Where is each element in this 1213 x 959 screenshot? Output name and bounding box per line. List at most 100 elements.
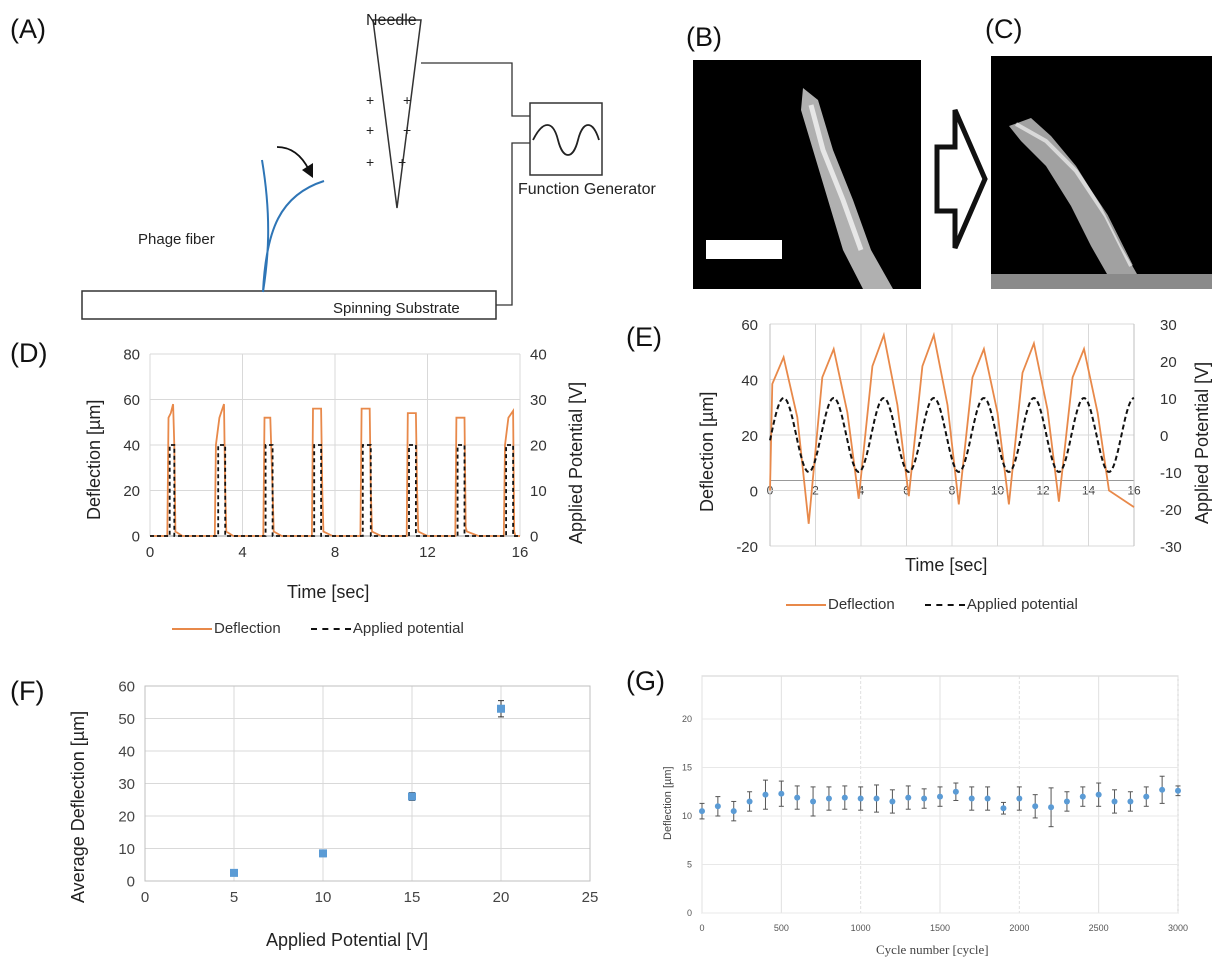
data-point (857, 795, 864, 802)
panel-label-g: (G) (626, 666, 665, 696)
legend-swatch-deflection (172, 628, 212, 631)
y-tick-label: 30 (118, 776, 135, 793)
y-tick-label: 50 (118, 711, 135, 728)
x-tick-label: 12 (419, 544, 436, 561)
x-tick-label: 0 (141, 889, 149, 906)
data-point (497, 704, 505, 713)
y2-tick-label: -10 (1160, 465, 1182, 482)
data-point (968, 795, 975, 802)
y-tick-label: 60 (118, 678, 135, 695)
chart-f-xlabel: Applied Potential [V] (266, 930, 429, 950)
data-point (1016, 795, 1023, 802)
data-point (746, 798, 753, 805)
needle (372, 19, 422, 209)
x-tick-label: 16 (512, 544, 529, 561)
data-point (1063, 798, 1070, 805)
chart-g-xlabel: Cycle number [cycle] (876, 942, 989, 957)
x-tick-label: 15 (404, 889, 421, 906)
data-point (230, 868, 238, 877)
legend-swatch-deflection (786, 604, 826, 607)
y2-tick-label: -20 (1160, 502, 1182, 519)
series-applied-potential (150, 444, 520, 537)
charge-plus: + (366, 92, 375, 108)
x-tick-label: 3000 (1168, 923, 1188, 933)
spinning-substrate-label: Spinning Substrate (333, 300, 460, 317)
y-tick-label: 40 (118, 743, 135, 760)
panel-label-e: (E) (626, 322, 662, 352)
charge-plus: + (398, 154, 407, 170)
y-tick-label: 80 (123, 346, 140, 363)
x-tick-label: 2500 (1089, 923, 1109, 933)
y-tick-label: 20 (123, 483, 140, 500)
legend-swatch-potential (924, 604, 965, 607)
chart-d-xlabel: Time [sec] (287, 582, 370, 602)
y-tick-label: 60 (741, 317, 758, 334)
y2-tick-label: 20 (530, 437, 547, 454)
chart-g-ylabel: Deflection [µm] (662, 766, 674, 840)
x-tick-label: 0 (699, 923, 704, 933)
data-point (1111, 798, 1118, 805)
data-point (952, 788, 959, 795)
y2-tick-label: 30 (530, 392, 547, 409)
micrograph-c (991, 56, 1212, 289)
x-tick-label: 4 (238, 544, 246, 561)
x-tick-label: 5 (230, 889, 238, 906)
x-tick-label: 1000 (851, 923, 871, 933)
micrograph-b (693, 60, 921, 289)
data-point (319, 849, 327, 858)
data-point (921, 795, 928, 802)
y-tick-label: 0 (127, 873, 135, 890)
series-applied-potential (769, 396, 1135, 474)
needle-wire (421, 62, 530, 117)
legend-swatch-potential (310, 628, 351, 631)
y-tick-label: 15 (682, 763, 692, 773)
panel-label-a: (A) (10, 14, 46, 44)
data-point (905, 794, 912, 801)
chart-d-ylabel: Deflection [µm] (84, 399, 104, 520)
charge-plus: + (403, 122, 412, 138)
data-point (1032, 803, 1039, 810)
chart-d-legend: Deflection Applied potential (172, 620, 464, 637)
y-tick-label: 20 (682, 714, 692, 724)
panel-label-c: (C) (985, 14, 1023, 44)
y-tick-label: 20 (118, 808, 135, 825)
y2-tick-label: 30 (1160, 317, 1177, 334)
plot-frame (144, 685, 591, 882)
data-point (762, 791, 769, 798)
data-point (1048, 804, 1055, 811)
charge-plus: + (403, 92, 412, 108)
x-tick-label: 25 (582, 889, 599, 906)
x-tick-label: 8 (331, 544, 339, 561)
x-tick-label: 0 (146, 544, 154, 561)
panel-label-b: (B) (686, 22, 722, 52)
data-point (794, 794, 801, 801)
y-tick-label: 0 (687, 908, 692, 918)
data-point (1175, 787, 1181, 794)
data-point (841, 794, 848, 801)
charge-plus: + (366, 154, 375, 170)
chart-e-xlabel: Time [sec] (905, 555, 988, 575)
phage-fiber-label: Phage fiber (138, 231, 215, 248)
data-point (1000, 805, 1007, 812)
data-point (825, 795, 832, 802)
chart-d-y2label: Applied Potential [V] (566, 381, 586, 544)
data-point (937, 793, 943, 800)
y-tick-label: 0 (132, 528, 140, 545)
y2-tick-label: 20 (1160, 354, 1177, 371)
y2-tick-label: -30 (1160, 539, 1182, 556)
legend-label-potential: Applied potential (352, 620, 464, 637)
sine-wave-icon (532, 124, 600, 156)
chart-e-legend: Deflection Applied potential (786, 596, 1078, 613)
chart-e-ylabel: Deflection [µm] (697, 391, 717, 512)
phage-fiber (261, 159, 325, 293)
x-tick-label: 20 (493, 889, 510, 906)
data-point (778, 790, 785, 797)
data-point (1079, 793, 1086, 800)
data-point (1159, 786, 1166, 793)
needle-label: Needle (366, 12, 417, 29)
chart-f-ylabel: Average Deflection [µm] (68, 710, 88, 903)
y2-tick-label: 40 (530, 346, 547, 363)
